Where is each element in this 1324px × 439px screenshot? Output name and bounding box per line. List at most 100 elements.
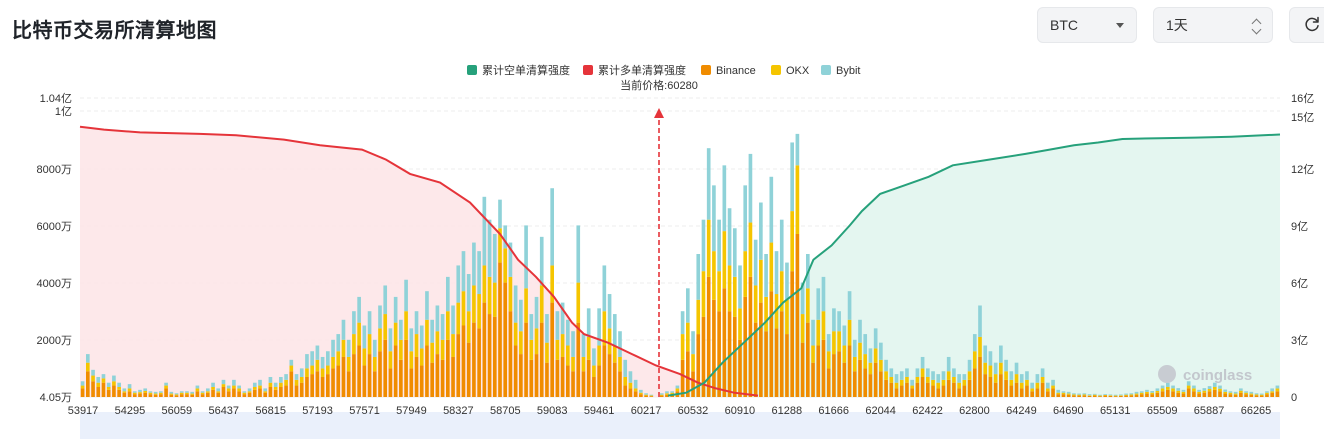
bar-stack bbox=[1009, 371, 1014, 397]
bar-bybit bbox=[1228, 391, 1233, 393]
bar-bybit bbox=[576, 225, 581, 283]
bar-okx bbox=[894, 382, 899, 389]
bar-binance bbox=[430, 362, 434, 397]
bar-binance bbox=[1056, 394, 1061, 397]
bar-okx bbox=[211, 386, 215, 390]
bar-stack bbox=[383, 285, 388, 397]
bar-bybit bbox=[1212, 382, 1217, 387]
bar-bybit bbox=[86, 354, 90, 363]
bar-okx bbox=[1202, 390, 1207, 393]
bar-stack bbox=[811, 319, 815, 397]
bar-okx bbox=[806, 288, 810, 323]
bar-okx bbox=[628, 382, 633, 389]
bar-binance bbox=[1160, 391, 1165, 397]
bar-binance bbox=[858, 359, 862, 397]
bar-bybit bbox=[1004, 359, 1008, 372]
bar-bybit bbox=[456, 265, 461, 303]
bar-bybit bbox=[315, 345, 320, 360]
bar-okx bbox=[811, 345, 815, 363]
bar-binance bbox=[873, 362, 878, 397]
bar-okx bbox=[404, 311, 408, 340]
bar-binance bbox=[1019, 388, 1024, 397]
bar-binance bbox=[1228, 394, 1233, 397]
bar-okx bbox=[993, 374, 998, 383]
coin-select[interactable]: BTC bbox=[1037, 7, 1137, 43]
bar-stack bbox=[1030, 382, 1034, 397]
current-price-marker: 当前价格:60280 bbox=[620, 78, 698, 397]
bar-bybit bbox=[1254, 393, 1259, 395]
bar-okx bbox=[326, 365, 330, 375]
bar-stack bbox=[472, 242, 476, 397]
bar-binance bbox=[466, 342, 471, 397]
refresh-button[interactable] bbox=[1289, 7, 1324, 43]
bar-bybit bbox=[138, 389, 142, 393]
bar-binance bbox=[268, 386, 273, 397]
bar-okx bbox=[1124, 394, 1128, 396]
bar-binance bbox=[717, 311, 721, 397]
bar-stack bbox=[132, 391, 137, 397]
bar-bybit bbox=[602, 265, 607, 312]
bar-stack bbox=[555, 311, 560, 397]
x-axis-tick-label: 59461 bbox=[584, 405, 615, 417]
bar-binance bbox=[899, 385, 904, 397]
bar-binance bbox=[117, 389, 121, 397]
bar-okx bbox=[513, 322, 518, 346]
bar-okx bbox=[686, 322, 690, 352]
bar-okx bbox=[691, 354, 695, 372]
bar-okx bbox=[1197, 391, 1201, 394]
bar-okx bbox=[931, 379, 935, 386]
bar-binance bbox=[393, 345, 398, 397]
bar-bybit bbox=[868, 348, 873, 363]
legend-label: Bybit bbox=[836, 65, 860, 77]
bar-okx bbox=[341, 339, 346, 357]
bar-okx bbox=[680, 334, 685, 360]
bar-bybit bbox=[946, 356, 951, 372]
bar-okx bbox=[127, 388, 132, 392]
bar-okx bbox=[1092, 394, 1097, 396]
bar-stack bbox=[1249, 391, 1254, 397]
bar-binance bbox=[106, 389, 111, 397]
watermark-text: coinglass bbox=[1183, 367, 1252, 384]
bar-okx bbox=[1171, 388, 1175, 392]
bar-bybit bbox=[404, 279, 408, 312]
bar-stack bbox=[539, 236, 544, 397]
range-select[interactable]: 1天 bbox=[1153, 7, 1273, 43]
bar-stack bbox=[1056, 389, 1061, 397]
bar-okx bbox=[331, 356, 335, 369]
bar-okx bbox=[1239, 390, 1243, 393]
bar-okx bbox=[612, 345, 617, 363]
bar-binance bbox=[529, 359, 534, 397]
bar-okx bbox=[305, 368, 309, 377]
bar-stack bbox=[993, 362, 998, 397]
bar-okx bbox=[1004, 371, 1008, 380]
bar-binance bbox=[607, 354, 612, 397]
bar-okx bbox=[388, 351, 393, 369]
bar-stack bbox=[372, 339, 377, 397]
bar-bybit bbox=[566, 319, 570, 346]
x-axis-tick-label: 58705 bbox=[490, 405, 521, 417]
bar-binance bbox=[138, 393, 142, 397]
bar-stack bbox=[779, 219, 784, 397]
right-axis-tick-label: 15亿 bbox=[1291, 111, 1314, 124]
caret-down-icon bbox=[1116, 22, 1124, 28]
bar-binance bbox=[132, 394, 137, 397]
bar-stack bbox=[931, 371, 935, 397]
x-axis-tick-label: 60910 bbox=[725, 405, 756, 417]
bar-okx bbox=[357, 322, 361, 346]
bar-binance bbox=[425, 345, 429, 397]
bar-okx bbox=[185, 392, 189, 395]
bar-stack bbox=[1004, 359, 1008, 397]
bar-stack bbox=[1035, 374, 1040, 397]
bar-bybit bbox=[320, 356, 325, 369]
bar-okx bbox=[440, 339, 445, 360]
zoom-slider-track[interactable] bbox=[80, 412, 1280, 439]
bar-okx bbox=[112, 381, 116, 386]
bar-binance bbox=[305, 376, 309, 397]
bar-stack bbox=[1239, 388, 1243, 397]
bar-binance bbox=[341, 356, 346, 397]
watermark: coinglass bbox=[1158, 365, 1252, 384]
bar-binance bbox=[1030, 391, 1034, 397]
bar-binance bbox=[263, 392, 268, 397]
bar-binance bbox=[513, 345, 518, 397]
